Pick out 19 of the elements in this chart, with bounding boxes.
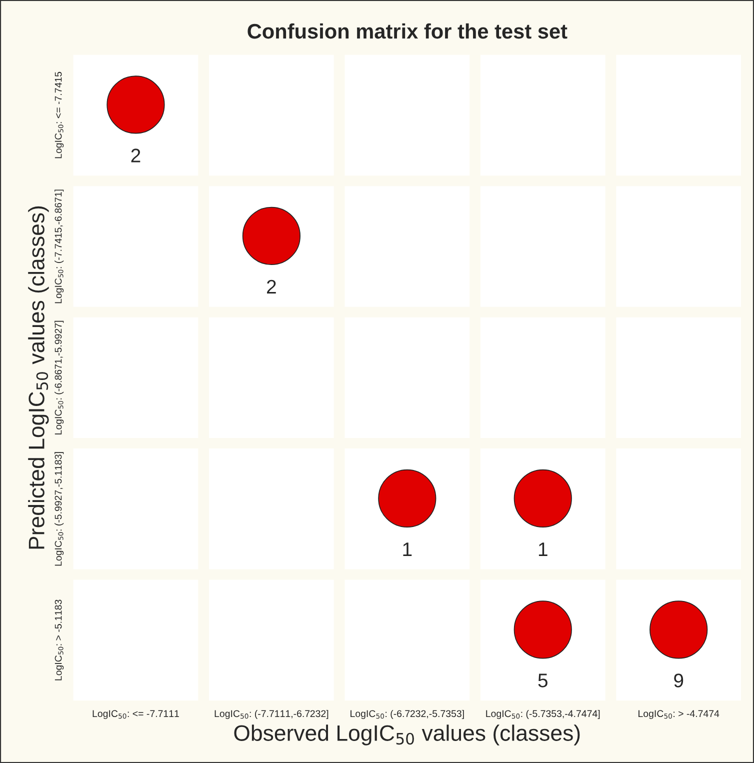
y-tick-label: LogIC$_{50}$: <= -7.7415 (54, 72, 64, 158)
data-label: 5 (538, 674, 548, 688)
x-tick-label: LogIC$_{50}$: <= -7.7111 (92, 710, 179, 719)
y-tick-label: LogIC$_{50}$: (-6.8671,-5.9927] (54, 320, 64, 434)
x-tick-label: LogIC$_{50}$: > -4.7474 (638, 710, 720, 719)
data-label: 1 (538, 542, 548, 556)
y-tick-label: LogIC$_{50}$: > -5.1183 (54, 600, 64, 680)
y-axis-title: Predicted LogIC$_{50}$ values (classes) (28, 206, 49, 549)
data-label: 2 (267, 280, 276, 294)
y-tick-label: LogIC$_{50}$: (-5.9927,-5.1183] (54, 452, 64, 566)
data-label: 9 (674, 674, 684, 688)
x-tick-label: LogIC$_{50}$: (-7.7111,-6.7232] (214, 710, 328, 720)
data-label: 1 (403, 542, 412, 556)
x-axis-title: Observed LogIC$_{50}$ values (classes) (234, 724, 580, 746)
text: Confusion matrix for the test set (248, 23, 568, 39)
data-label: 2 (131, 148, 140, 162)
x-tick-label: LogIC$_{50}$: (-6.7232,-5.7353] (350, 710, 464, 720)
x-tick-label: LogIC$_{50}$: (-5.7353,-4.7474] (486, 710, 600, 720)
y-tick-label: LogIC$_{50}$: (-7.7415,-6.8671] (54, 190, 64, 304)
